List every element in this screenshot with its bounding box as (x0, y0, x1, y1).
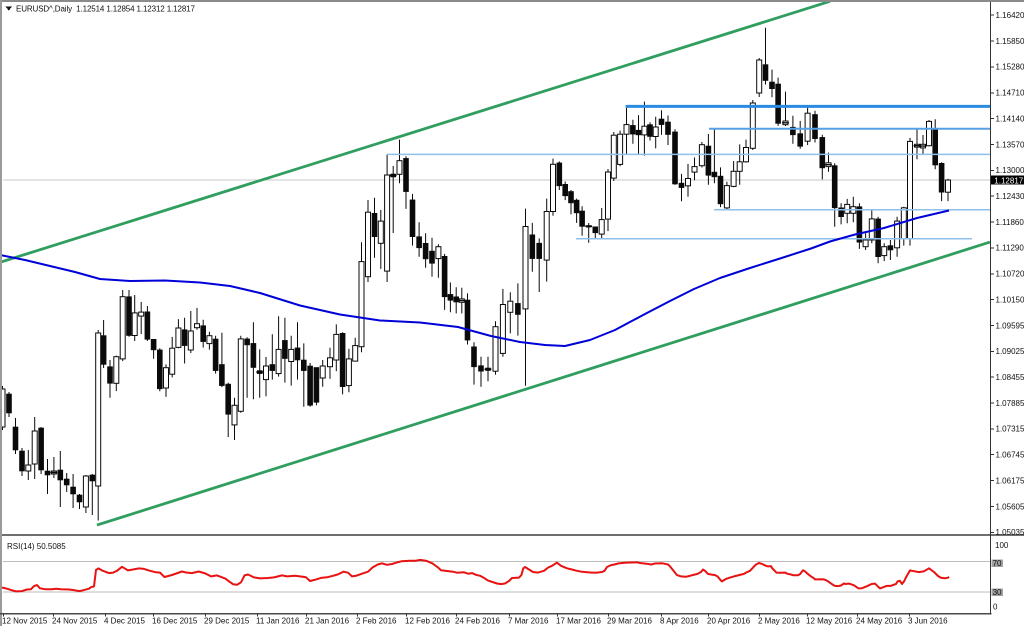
svg-text:0: 0 (993, 602, 998, 611)
svg-text:1.09025: 1.09025 (996, 347, 1024, 356)
svg-text:1.08455: 1.08455 (996, 373, 1024, 382)
svg-text:1.07315: 1.07315 (996, 425, 1024, 434)
svg-text:17 Mar 2016: 17 Mar 2016 (556, 616, 601, 625)
svg-text:2 Feb 2016: 2 Feb 2016 (356, 616, 397, 625)
svg-text:1.13570: 1.13570 (996, 140, 1024, 149)
svg-text:EURUSD^,Daily 1.12514 1.12854: EURUSD^,Daily 1.12514 1.12854 1.12312 1.… (16, 4, 195, 13)
svg-text:1.12430: 1.12430 (996, 192, 1024, 201)
svg-text:20 Apr 2016: 20 Apr 2016 (707, 616, 751, 625)
svg-text:24 Nov 2015: 24 Nov 2015 (52, 616, 98, 625)
svg-text:24 May 2016: 24 May 2016 (856, 616, 903, 625)
svg-text:1.11860: 1.11860 (996, 218, 1024, 227)
svg-text:1.15850: 1.15850 (996, 37, 1024, 46)
svg-text:12 May 2016: 12 May 2016 (806, 616, 853, 625)
svg-text:2 May 2016: 2 May 2016 (758, 616, 800, 625)
svg-text:1.05605: 1.05605 (996, 502, 1024, 511)
svg-text:1.06175: 1.06175 (996, 476, 1024, 485)
svg-text:1.05035: 1.05035 (996, 528, 1024, 537)
svg-text:7 Mar 2016: 7 Mar 2016 (508, 616, 549, 625)
svg-text:29 Dec 2015: 29 Dec 2015 (204, 616, 250, 625)
svg-text:4 Dec 2015: 4 Dec 2015 (104, 616, 145, 625)
svg-text:1.11290: 1.11290 (996, 244, 1024, 253)
svg-text:29 Mar 2016: 29 Mar 2016 (607, 616, 652, 625)
svg-text:1.14140: 1.14140 (996, 114, 1024, 123)
svg-text:1.10720: 1.10720 (996, 270, 1024, 279)
svg-text:16 Dec 2015: 16 Dec 2015 (152, 616, 198, 625)
svg-text:1.10150: 1.10150 (996, 295, 1024, 304)
svg-text:21 Jan 2016: 21 Jan 2016 (305, 616, 350, 625)
svg-text:12 Feb 2016: 12 Feb 2016 (405, 616, 450, 625)
svg-text:1.09595: 1.09595 (996, 321, 1024, 330)
svg-text:100: 100 (995, 541, 1009, 550)
svg-text:24 Feb 2016: 24 Feb 2016 (455, 616, 500, 625)
svg-text:1.16420: 1.16420 (996, 11, 1024, 20)
svg-text:1.07885: 1.07885 (996, 399, 1024, 408)
svg-text:8 Apr 2016: 8 Apr 2016 (660, 616, 699, 625)
svg-text:1.12817: 1.12817 (994, 176, 1023, 185)
svg-text:70: 70 (993, 559, 1002, 568)
svg-text:11 Jan 2016: 11 Jan 2016 (256, 616, 300, 625)
svg-text:1.13000: 1.13000 (996, 166, 1024, 175)
svg-text:30: 30 (993, 588, 1002, 597)
svg-text:3 Jun 2016: 3 Jun 2016 (908, 616, 948, 625)
svg-text:1.14710: 1.14710 (996, 89, 1024, 98)
svg-text:1.15280: 1.15280 (996, 63, 1024, 72)
svg-text:12 Nov 2015: 12 Nov 2015 (2, 616, 48, 625)
svg-text:1.06745: 1.06745 (996, 451, 1024, 460)
svg-text:RSI(14) 50.5085: RSI(14) 50.5085 (7, 542, 66, 551)
